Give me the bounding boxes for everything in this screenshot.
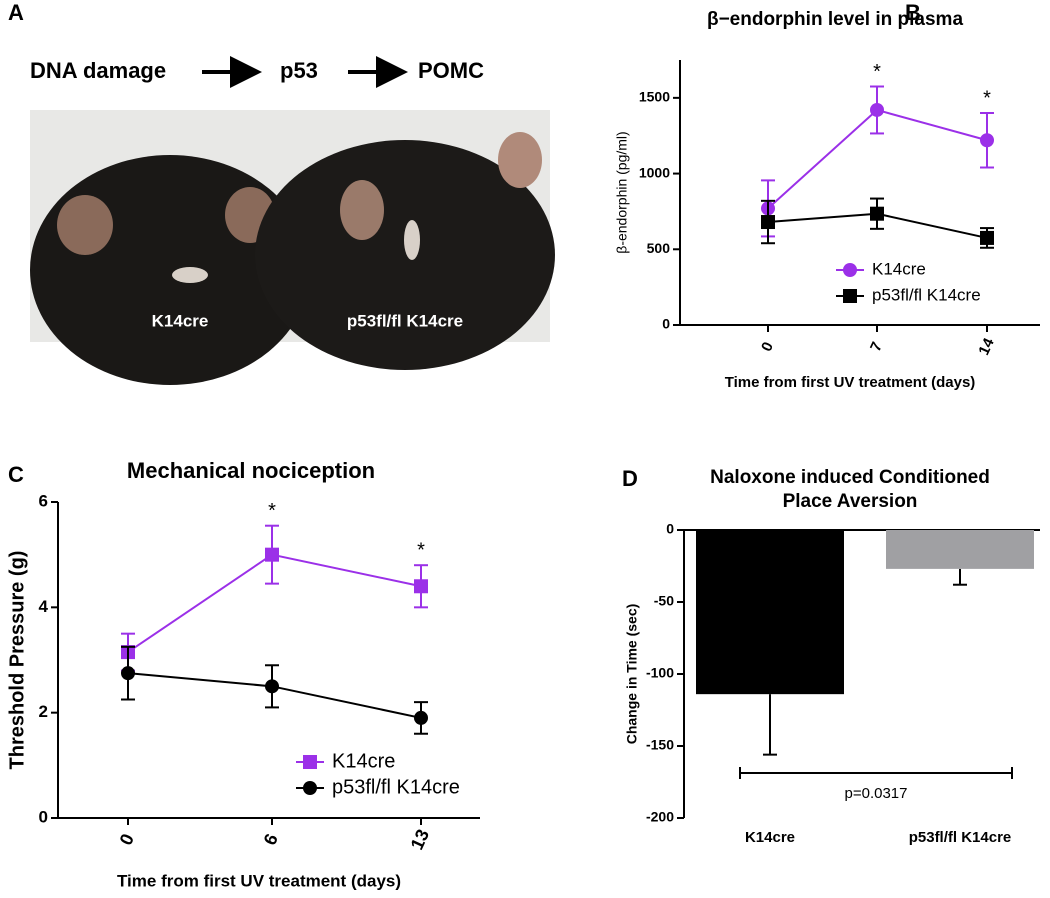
y-tick-label: 6 [39,491,48,510]
data-point [980,133,994,148]
legend-marker [303,755,317,769]
x-tick-label: p53fl/fl K14cre [909,829,1012,846]
pathway-step: POMC [418,58,484,83]
legend-label: K14cre [332,750,395,772]
y-axis-label: β-endorphin (pg/ml) [614,131,630,253]
significance: * [873,61,881,83]
pathway-step: DNA damage [30,58,166,83]
data-point [980,230,994,245]
legend-label: p53fl/fl K14cre [872,285,981,304]
x-tick-label: 6 [260,831,282,849]
chart-title: β−endorphin level in plasma [707,9,963,30]
x-tick-label: K14cre [745,829,795,846]
data-point [265,547,279,562]
data-point [870,206,884,221]
y-tick-label: -50 [654,593,674,609]
series-line [127,553,422,653]
chart-title: Mechanical nociception [127,458,375,483]
data-point [870,102,884,117]
significance: * [268,500,276,522]
y-tick-label: 0 [666,521,674,537]
photo [30,110,555,385]
y-tick-label: 1500 [639,89,670,105]
chart-title: Place Aversion [783,491,918,512]
panel-label: A [8,0,24,25]
bar [696,530,844,695]
y-tick-label: -200 [646,809,674,825]
p-value: p=0.0317 [845,785,908,802]
x-tick-label: 14 [975,335,998,358]
y-tick-label: 0 [662,316,670,332]
y-tick-label: 1000 [639,164,670,180]
x-tick-label: 0 [116,831,138,849]
significance: * [417,539,425,561]
legend-label: p53fl/fl K14cre [332,776,460,798]
y-tick-label: 2 [39,702,48,721]
y-tick-label: 4 [39,597,49,616]
panel-label: D [622,466,638,491]
x-axis-label: Time from first UV treatment (days) [117,871,401,890]
data-point [121,666,135,681]
y-axis-label: Change in Time (sec) [624,604,640,745]
mouse-label: p53fl/fl K14cre [347,311,463,330]
panel-label: B [905,0,921,25]
mouse-label: K14cre [152,311,209,330]
y-tick-label: 500 [647,240,671,256]
pathway-step: p53 [280,58,318,83]
x-axis-label: Time from first UV treatment (days) [725,374,976,391]
panel-label: C [8,462,24,487]
legend-marker [843,263,857,277]
legend-marker [843,289,857,303]
data-point [414,579,428,594]
legend-label: K14cre [872,259,926,278]
data-point [761,215,775,230]
data-point [414,710,428,725]
x-tick-label: 7 [867,339,886,354]
bar [886,530,1034,569]
significance: * [983,87,991,109]
legend-marker [303,781,317,795]
y-axis-label: Threshold Pressure (g) [6,551,28,770]
y-tick-label: -100 [646,665,674,681]
x-tick-label: 13 [407,826,434,853]
data-point [265,679,279,694]
y-tick-label: -150 [646,737,674,753]
chart-title: Naloxone induced Conditioned [710,467,990,488]
x-tick-label: 0 [758,339,777,354]
y-tick-label: 0 [39,807,48,826]
